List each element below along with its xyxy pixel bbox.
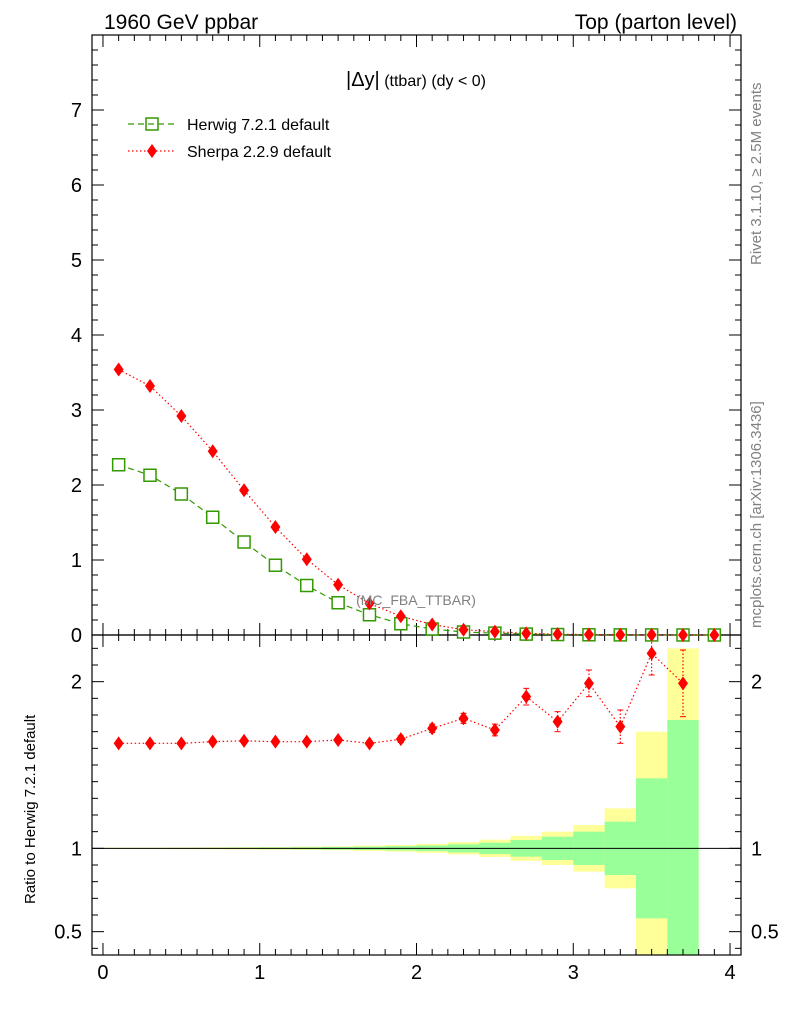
sherpa-point [239,483,250,498]
header-left: 1960 GeV ppbar [104,11,258,34]
main-y-tick-label: 1 [71,550,82,572]
sherpa-point [489,624,500,639]
herwig-point [362,608,377,622]
series-layer [111,362,722,751]
x-tick-label: 0 [97,962,108,984]
herwig-point [237,535,251,549]
herwig-point [143,468,157,482]
ratio-sherpa-point [552,714,563,729]
ratio-ylabel: Ratio to Herwig 7.2.1 default [22,714,39,904]
herwig-point [331,596,345,610]
ratio-y-tick-label: 1 [71,838,82,860]
ratio-sherpa-point [677,676,688,691]
ratio-y-tick-label: 1 [751,838,762,860]
main-y-tick-label: 2 [71,475,82,497]
sherpa-point [709,627,720,642]
main-y-tick-label: 0 [71,625,82,647]
axes: 0 1 2 3 4 0 1 2 3 4 5 6 7 0.5 0.5 1 1 2 2 [54,34,779,984]
herwig-point [268,558,283,572]
ratio-sherpa-point [176,736,187,751]
ratio-sherpa-point [583,676,594,691]
main-y-tick-label: 6 [71,175,82,197]
ratio-sherpa-point [489,723,500,737]
legend-herwig-label: Herwig 7.2.1 default [187,117,330,134]
band-inner-bin [667,720,699,955]
sherpa-point [521,626,532,641]
sherpa-point [427,617,438,632]
header-right: Top (parton level) [575,11,737,34]
sherpa-point [677,627,688,642]
sherpa-point [583,627,594,642]
x-tick-label: 4 [724,962,735,984]
ratio-sherpa-point [427,721,438,736]
ratio-sherpa-line [118,652,684,744]
x-tick-label: 1 [254,962,265,984]
legend: Herwig 7.2.1 default Sherpa 2.2.9 defaul… [128,117,332,161]
ratio-sherpa-point [301,734,312,749]
sherpa-point [145,379,156,393]
ratio-sherpa-point [333,733,344,747]
legend-herwig-marker [145,117,159,131]
analysis-label: (MC_FBA_TTBAR) [356,592,476,608]
ratio-sherpa-point [364,736,375,751]
sherpa-point [552,627,563,642]
sherpa-point [270,520,281,534]
sherpa-point [113,362,124,377]
legend-sherpa-label: Sherpa 2.2.9 default [187,144,332,161]
ratio-sherpa-point [113,736,124,751]
legend-sherpa-marker [147,144,157,158]
x-tick-label: 2 [411,962,422,984]
uncertainty-bands [102,648,699,955]
herwig-point [111,458,126,472]
ratio-sherpa-point [646,646,657,661]
sherpa-point [176,409,187,423]
ratio-y-tick-label: 0.5 [751,922,779,944]
ratio-y-tick-label: 0.5 [54,922,82,944]
rivet-label: Rivet 3.1.10, ≥ 2.5M events [748,83,765,266]
ratio-sherpa-point [395,732,406,747]
sherpa-point [333,577,344,592]
ratio-sherpa-point [458,711,469,726]
herwig-point [205,510,220,524]
sherpa-point [458,622,469,637]
ratio-sherpa-point [270,734,281,749]
ratio-y-tick-label: 2 [751,672,762,694]
main-y-tick-label: 3 [71,400,82,422]
ratio-sherpa-point [207,734,218,749]
title-dy: |Δy| [346,69,380,91]
sherpa-point [395,609,406,624]
title-rest: (ttbar) (dy < 0) [380,73,486,90]
main-y-tick-label: 4 [71,325,82,347]
sherpa-point [615,627,626,642]
mcplots-label: mcplots.cern.ch [arXiv:1306.3436] [748,401,765,628]
ratio-sherpa-point [521,689,532,704]
ratio-sherpa-point [615,719,626,734]
sherpa-point [301,552,312,567]
ratio-y-tick-label: 2 [71,672,82,694]
sherpa-line [118,368,715,636]
ratio-sherpa-point [145,736,156,751]
herwig-line [118,464,715,636]
sherpa-point [207,444,218,459]
herwig-point [174,487,189,501]
main-plot-title: |Δy| (ttbar) (dy < 0) [346,69,486,91]
main-y-tick-label: 7 [71,100,82,122]
x-tick-label: 3 [568,962,579,984]
ratio-sherpa-point [239,733,250,748]
herwig-point [300,578,314,593]
sherpa-point [364,596,375,611]
main-y-tick-label: 5 [71,250,82,272]
